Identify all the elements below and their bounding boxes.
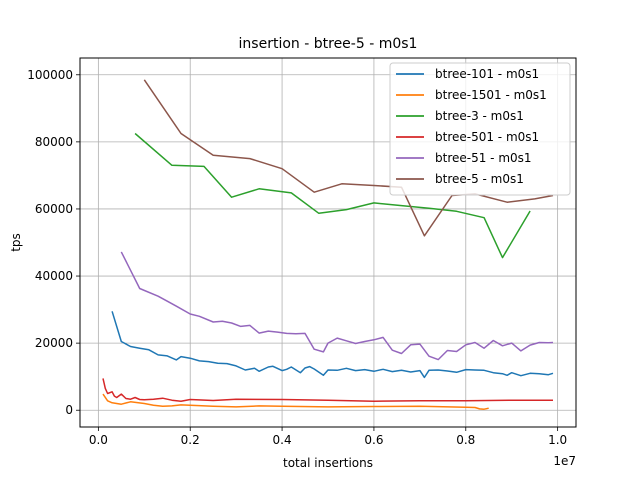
series-line-4 (102, 378, 553, 402)
legend-label: btree-1501 - m0s1 (435, 88, 547, 102)
x-tick-label: 0.4 (273, 433, 292, 447)
legend-box (389, 62, 571, 196)
x-tick-label: 0.0 (89, 433, 108, 447)
y-tick-label: 80000 (35, 135, 73, 149)
y-tick-label: 20000 (35, 336, 73, 350)
x-tick-label: 1.0 (548, 433, 567, 447)
legend-label: btree-51 - m0s1 (435, 151, 532, 165)
legend: btree-101 - m0s1 btree-1501 - m0s1 btree-3… (389, 62, 571, 196)
legend-label: btree-3 - m0s1 (435, 109, 524, 123)
chart-title: insertion - btree-5 - m0s1 (239, 36, 418, 52)
series-line-1 (111, 311, 554, 379)
x-tick-label: 0.2 (181, 433, 200, 447)
x-tick-label: 0.6 (364, 433, 383, 447)
y-tick-label: 100000 (27, 68, 73, 82)
series-line-2 (102, 393, 489, 410)
legend-label: btree-5 - m0s1 (435, 172, 524, 186)
series-line-6 (143, 79, 554, 237)
y-axis-label: tps (9, 233, 23, 252)
y-tick-label: 40000 (35, 269, 73, 283)
x-axis-label: total insertions (283, 456, 373, 470)
legend-label: btree-501 - m0s1 (435, 130, 539, 144)
series-line-5 (120, 251, 554, 361)
series-layer (102, 79, 554, 410)
tick-layer: 0.0 0.2 0.4 0.6 0.8 1.0 0 20000 40000 60000 80000 1… (27, 68, 567, 447)
legend-label: btree-101 - m0s1 (435, 67, 539, 81)
x-tick-label: 0.8 (456, 433, 475, 447)
x-axis-offset-label: 1e7 (553, 454, 576, 468)
plot-frame (79, 57, 577, 428)
y-tick-label: 60000 (35, 202, 73, 216)
series-line-3 (134, 132, 531, 259)
y-tick-label: 0 (65, 403, 73, 417)
